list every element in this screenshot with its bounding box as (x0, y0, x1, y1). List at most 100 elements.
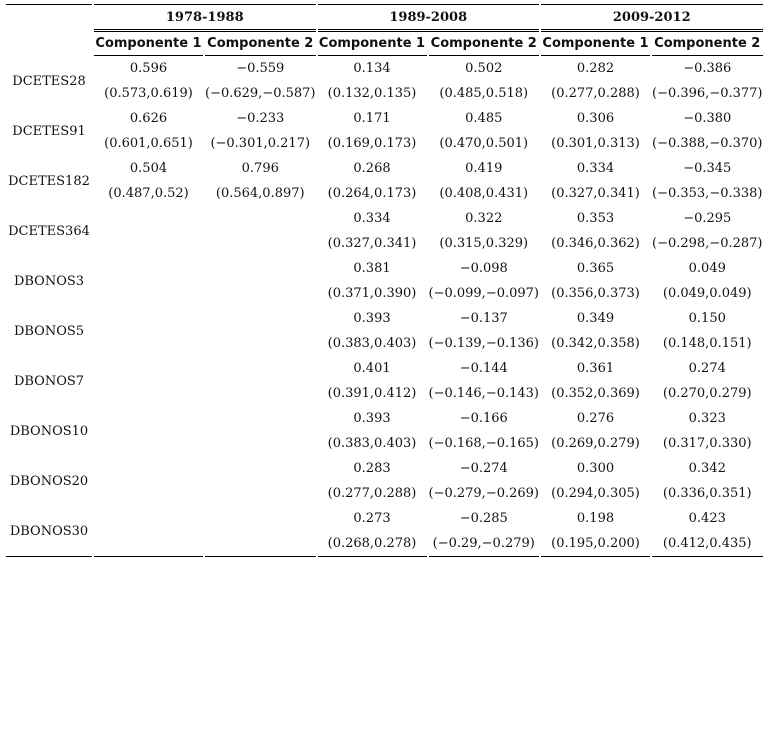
interval: (0.601,0.651) (104, 136, 193, 151)
corner (6, 4, 92, 56)
cell (205, 456, 316, 506)
estimate: 0.365 (576, 261, 615, 276)
estimate: 0.049 (688, 261, 726, 276)
interval: (0.294,0.305) (551, 486, 640, 501)
cell: 0.150 (0.148,0.151) (652, 306, 763, 356)
estimate: 0.134 (353, 61, 391, 76)
estimate: 0.274 (688, 361, 726, 376)
interval: (0.383,0.403) (327, 336, 417, 351)
cell: 0.485 (0.470,0.501) (429, 106, 540, 156)
cell: 0.300 (0.294,0.305) (541, 456, 650, 506)
cell: −0.559 (−0.629,−0.587) (205, 56, 316, 106)
estimate: −0.559 (236, 61, 285, 76)
table-row: DBONOS7 0.401 (0.391,0.412) −0.144 (−0.146,−… (6, 356, 763, 406)
estimate: 0.393 (353, 411, 391, 426)
interval: (0.346,0.362) (551, 236, 640, 251)
estimate: 0.504 (129, 161, 168, 176)
cell: 0.423 (0.412,0.435) (652, 506, 763, 557)
interval: (−0.099,−0.097) (428, 286, 540, 301)
cell: 0.268 (0.264,0.173) (318, 156, 427, 206)
estimate: 0.276 (576, 411, 615, 426)
cell: −0.295 (−0.298,−0.287) (652, 206, 763, 256)
results-table: 1978-1988 1989-2008 2009-2012 Componente 1… (4, 4, 765, 557)
interval: (0.317,0.330) (662, 436, 752, 451)
cell: 0.381 (0.371,0.390) (318, 256, 427, 306)
interval: (0.352,0.369) (551, 386, 640, 401)
estimate: 0.306 (576, 111, 615, 126)
estimate: 0.381 (353, 261, 391, 276)
interval: (0.327,0.341) (551, 186, 640, 201)
estimate: 0.423 (688, 511, 726, 526)
interval: (0.470,0.501) (439, 136, 529, 151)
interval: (−0.629,−0.587) (205, 86, 316, 101)
cell: 0.273 (0.268,0.278) (317, 506, 427, 557)
cell (94, 506, 203, 557)
cell (94, 456, 203, 506)
interval: (0.301,0.313) (551, 136, 640, 151)
estimate: 0.485 (465, 111, 503, 126)
row-label: DBONOS20 (9, 473, 89, 489)
cell: 0.365 (0.356,0.373) (541, 256, 650, 306)
table-row: DBONOS10 0.393 (0.383,0.403) −0.166 (−0.168,… (6, 406, 763, 456)
cell (205, 256, 316, 306)
interval: (0.277,0.288) (551, 86, 640, 101)
cell (94, 356, 203, 406)
interval: (0.264,0.173) (327, 186, 417, 201)
interval: (0.169,0.173) (327, 136, 417, 151)
cell (94, 256, 203, 306)
interval: (0.049,0.049) (662, 286, 752, 301)
interval: (0.277,0.288) (327, 486, 417, 501)
estimate: −0.233 (236, 111, 285, 126)
estimate: −0.345 (683, 161, 732, 176)
component-header: Componente 2 (205, 32, 316, 56)
cell (94, 306, 203, 356)
cell: 0.353 (0.346,0.362) (541, 206, 650, 256)
interval: (−0.168,−0.165) (428, 436, 540, 451)
row-label: DCETES364 (8, 223, 90, 239)
cell (205, 406, 316, 456)
component-header: Componente 1 (317, 32, 427, 56)
period-header: 2009-2012 (541, 4, 763, 32)
interval: (−0.279,−0.269) (428, 486, 540, 501)
estimate: 0.502 (465, 61, 503, 76)
interval: (0.391,0.412) (327, 386, 417, 401)
interval: (0.315,0.329) (439, 236, 529, 251)
interval: (0.371,0.390) (327, 286, 417, 301)
cell: −0.386 (−0.396,−0.377) (652, 56, 763, 106)
cell: 0.393 (0.383,0.403) (318, 406, 427, 456)
interval: (0.336,0.351) (662, 486, 752, 501)
cell: 0.134 (0.132,0.135) (318, 56, 427, 106)
row-label: DCETES28 (12, 73, 86, 89)
estimate: −0.295 (683, 211, 732, 226)
component-header: Componente 1 (541, 32, 650, 56)
cell: 0.401 (0.391,0.412) (318, 356, 427, 406)
interval: (−0.396,−0.377) (652, 86, 763, 101)
estimate: −0.274 (459, 461, 508, 476)
cell: 0.283 (0.277,0.288) (318, 456, 427, 506)
cell: 0.334 (0.327,0.341) (541, 156, 650, 206)
component-header: Componente 2 (428, 32, 539, 56)
cell: 0.504 (0.487,0.52) (94, 156, 203, 206)
interval: (0.356,0.373) (551, 286, 640, 301)
row-label: DCETES182 (8, 173, 90, 189)
table-row: DBONOS20 0.283 (0.277,0.288) −0.274 (−0.279,… (6, 456, 763, 506)
cell: 0.361 (0.352,0.369) (541, 356, 650, 406)
cell: −0.233 (−0.301,0.217) (205, 106, 316, 156)
table-row: DBONOS30 0.273 (0.268,0.278) −0.285 (−0.29,−… (6, 506, 763, 557)
interval: (0.327,0.341) (327, 236, 417, 251)
table-row: DBONOS5 0.393 (0.383,0.403) −0.137 (−0.139,−… (6, 306, 763, 356)
cell (205, 506, 316, 557)
table-row: DCETES91 0.626 (0.601,0.651) −0.233 (−0.301,… (6, 106, 762, 156)
estimate: 0.322 (465, 211, 503, 226)
estimate: 0.342 (688, 461, 726, 476)
period-header: 1978-1988 (94, 4, 316, 32)
estimate: 0.323 (688, 411, 726, 426)
estimate: −0.137 (459, 311, 508, 326)
cell: −0.285 (−0.29,−0.279) (428, 506, 539, 557)
cell: 0.626 (0.601,0.651) (94, 106, 203, 156)
row-label: DBONOS3 (13, 273, 85, 289)
interval: (0.342,0.358) (551, 336, 640, 351)
estimate: 0.171 (353, 111, 391, 126)
interval: (0.148,0.151) (662, 336, 752, 351)
